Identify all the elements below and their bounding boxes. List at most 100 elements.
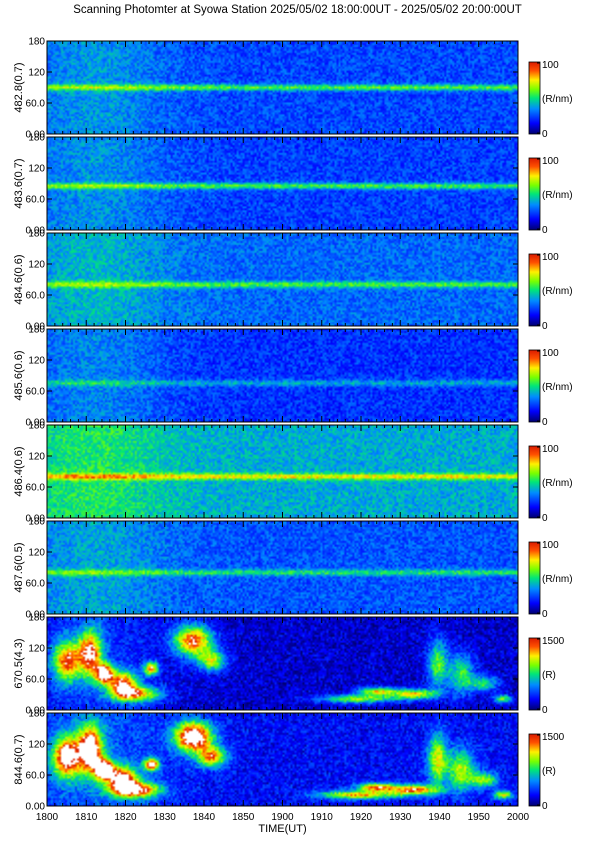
y-tick-label: 120 <box>28 260 45 271</box>
colorbar-unit-label: (R/nm) <box>542 286 573 297</box>
x-tick-label: 1810 <box>75 812 98 823</box>
colorbar-unit-label: (R/nm) <box>542 190 573 201</box>
panel-3: 0.00 60.0 120 180 484.6(0.6) 100 0 (R/nm) <box>13 229 573 333</box>
colorbar-max-label: 1500 <box>542 636 565 647</box>
panel-8: 0.00 60.0 120 180 844.6(0.7) 1500 0 (R) <box>13 709 565 813</box>
y-tick-label: 120 <box>28 548 45 559</box>
heatmap-7 <box>47 617 518 710</box>
y-axis-label: 483.6(0.7) <box>13 158 25 208</box>
y-tick-label: 0.00 <box>26 418 46 429</box>
x-tick-label: 1840 <box>193 812 216 823</box>
colorbar-min-label: 0 <box>542 609 548 620</box>
panel-6: 0.00 60.0 120 180 487.6(0.5) 100 0 (R/nm) <box>13 517 573 621</box>
y-tick-label: 0.00 <box>26 130 46 141</box>
colorbar-min-label: 0 <box>542 801 548 812</box>
y-axis-label: 487.6(0.5) <box>13 542 25 592</box>
y-axis-label: 486.4(0.6) <box>13 446 25 496</box>
colorbar <box>528 349 541 423</box>
y-tick-label: 180 <box>28 133 45 144</box>
y-tick-label: 60.0 <box>26 771 46 782</box>
y-tick-label: 120 <box>28 164 45 175</box>
panel-2: 0.00 60.0 120 180 483.6(0.7) 100 0 (R/nm) <box>13 133 573 237</box>
y-tick-label: 120 <box>28 356 45 367</box>
y-tick-label: 60.0 <box>26 483 46 494</box>
chart-title: Scanning Photomter at Syowa Station 2025… <box>73 4 522 16</box>
y-tick-label: 0.00 <box>26 802 46 813</box>
x-tick-label: 2000 <box>507 812 530 823</box>
x-tick-label: 1930 <box>389 812 412 823</box>
panel-7: 0.00 60.0 120 180 670.5(4.3) 1500 0 (R) <box>13 613 565 717</box>
panel-1: 0.00 60.0 120 180 482.8(0.7) 100 0 (R/nm) <box>13 37 573 141</box>
x-tick-label: 1830 <box>154 812 177 823</box>
colorbar <box>528 733 541 807</box>
y-tick-label: 0.00 <box>26 514 46 525</box>
colorbar-unit-label: (R/nm) <box>542 94 573 105</box>
heatmap-6 <box>47 521 518 614</box>
x-tick-label: 1820 <box>114 812 137 823</box>
x-tick-label: 1950 <box>468 812 491 823</box>
y-tick-label: 180 <box>28 229 45 240</box>
y-axis-label: 670.5(4.3) <box>13 638 25 688</box>
y-tick-label: 60.0 <box>26 99 46 110</box>
y-axis-label: 844.6(0.7) <box>13 734 25 784</box>
colorbar-max-label: 100 <box>542 60 559 71</box>
colorbar-unit-label: (R) <box>542 670 556 681</box>
colorbar-min-label: 0 <box>542 225 548 236</box>
y-tick-label: 120 <box>28 452 45 463</box>
y-tick-label: 60.0 <box>26 387 46 398</box>
colorbar-min-label: 0 <box>542 129 548 140</box>
heatmap-3 <box>47 233 518 326</box>
colorbar-min-label: 0 <box>542 321 548 332</box>
y-tick-label: 0.00 <box>26 610 46 621</box>
colorbar-unit-label: (R) <box>542 766 556 777</box>
colorbar-max-label: 100 <box>542 348 559 359</box>
colorbar-unit-label: (R/nm) <box>542 382 573 393</box>
x-tick-label: 1920 <box>350 812 373 823</box>
y-tick-label: 0.00 <box>26 706 46 717</box>
colorbar <box>528 253 541 327</box>
colorbar <box>528 157 541 231</box>
y-tick-label: 0.00 <box>26 226 46 237</box>
colorbar-unit-label: (R/nm) <box>542 574 573 585</box>
heatmap-2 <box>47 137 518 230</box>
y-tick-label: 120 <box>28 68 45 79</box>
colorbar-unit-label: (R/nm) <box>542 478 573 489</box>
colorbar-min-label: 0 <box>542 417 548 428</box>
y-tick-label: 60.0 <box>26 675 46 686</box>
colorbar-max-label: 100 <box>542 156 559 167</box>
colorbar <box>528 445 541 519</box>
y-axis-label: 484.6(0.6) <box>13 254 25 304</box>
y-tick-label: 180 <box>28 37 45 48</box>
y-tick-label: 180 <box>28 709 45 720</box>
x-axis-label: TIME(UT) <box>258 823 306 835</box>
y-tick-label: 120 <box>28 644 45 655</box>
colorbar-max-label: 100 <box>542 444 559 455</box>
x-tick-label: 1910 <box>311 812 334 823</box>
heatmap-8 <box>47 713 518 806</box>
y-tick-label: 0.00 <box>26 322 46 333</box>
colorbar <box>528 637 541 711</box>
y-tick-label: 180 <box>28 517 45 528</box>
colorbar-min-label: 0 <box>542 705 548 716</box>
x-tick-label: 1800 <box>36 812 59 823</box>
colorbar-max-label: 100 <box>542 540 559 551</box>
heatmap-1 <box>47 41 518 134</box>
panel-5: 0.00 60.0 120 180 486.4(0.6) 100 0 (R/nm) <box>13 421 573 525</box>
x-tick-label: 1850 <box>232 812 255 823</box>
y-tick-label: 180 <box>28 613 45 624</box>
colorbar-max-label: 100 <box>542 252 559 263</box>
panel-4: 0.00 60.0 120 180 485.6(0.6) 100 0 (R/nm) <box>13 325 573 429</box>
y-tick-label: 60.0 <box>26 579 46 590</box>
heatmap-5 <box>47 425 518 518</box>
y-tick-label: 60.0 <box>26 195 46 206</box>
colorbar <box>528 541 541 615</box>
y-tick-label: 180 <box>28 325 45 336</box>
y-tick-label: 180 <box>28 421 45 432</box>
y-tick-label: 60.0 <box>26 291 46 302</box>
y-axis-label: 482.8(0.7) <box>13 62 25 112</box>
colorbar-min-label: 0 <box>542 513 548 524</box>
x-tick-label: 1900 <box>271 812 294 823</box>
heatmap-4 <box>47 329 518 422</box>
y-axis-label: 485.6(0.6) <box>13 350 25 400</box>
